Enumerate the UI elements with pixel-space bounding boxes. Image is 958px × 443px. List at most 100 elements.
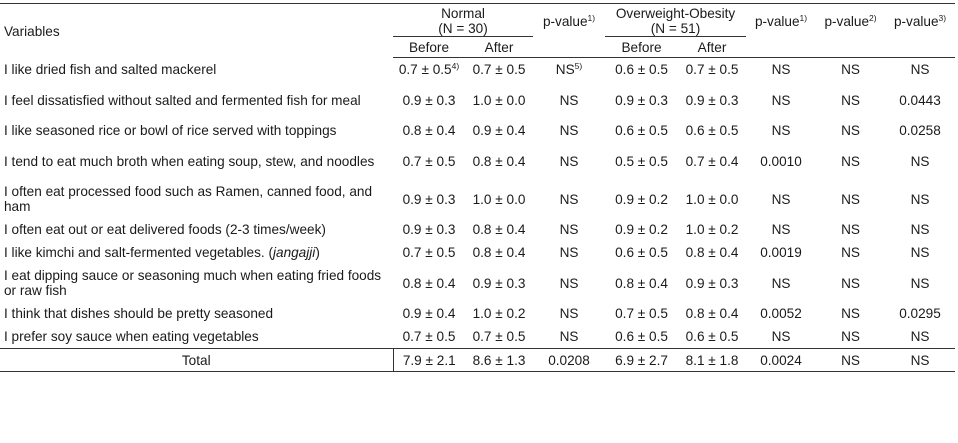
cell-obese-before: 0.5 ± 0.5 bbox=[615, 153, 668, 169]
cell-pvalue3: NS bbox=[910, 62, 930, 77]
total-normal-after: 8.6 ± 1.3 bbox=[465, 348, 534, 372]
row-label: I like seasoned rice or bowl of rice ser… bbox=[4, 123, 337, 138]
total-pvalue2: NS bbox=[816, 348, 886, 372]
cell-pvalue1: NS bbox=[771, 191, 791, 207]
table-row: I like seasoned rice or bowl of rice ser… bbox=[0, 119, 955, 142]
cell-obese-after: 0.7 ± 0.5 bbox=[685, 62, 739, 77]
cell-pvalue2: NS bbox=[841, 153, 860, 169]
table-container: Variables Normal (N = 30) p-value1) Over… bbox=[0, 3, 956, 372]
cell-pvalue-normal: NS bbox=[559, 306, 579, 321]
cell-normal-after: 0.7 ± 0.5 bbox=[472, 62, 526, 77]
normal-n-label: (N = 30) bbox=[438, 21, 488, 36]
cell-normal-before: 0.8 ± 0.4 bbox=[402, 123, 456, 138]
row-label: I often eat out or eat delivered foods (… bbox=[4, 222, 326, 237]
row-label: I prefer soy sauce when eating vegetable… bbox=[4, 329, 259, 344]
cell-pvalue2: NS bbox=[841, 306, 860, 321]
header-obese-before: Before bbox=[605, 36, 679, 58]
cell-normal-after: 0.8 ± 0.4 bbox=[472, 245, 526, 260]
header-obese-after: After bbox=[678, 36, 747, 58]
cell-obese-before: 0.6 ± 0.5 bbox=[615, 123, 668, 138]
cell-normal-before: 0.7 ± 0.5 bbox=[402, 245, 456, 260]
obese-group-label: Overweight-Obesity bbox=[615, 6, 736, 21]
cell-normal-after: 0.9 ± 0.4 bbox=[472, 123, 526, 138]
cell-pvalue2: NS bbox=[841, 123, 860, 138]
cell-pvalue-normal: NS bbox=[559, 123, 579, 138]
total-normal-before: 7.9 ± 2.1 bbox=[392, 348, 465, 372]
total-obese-after: 8.1 ± 1.8 bbox=[678, 348, 747, 372]
header-normal: Normal (N = 30) bbox=[393, 3, 534, 37]
cell-pvalue3: NS bbox=[910, 153, 930, 169]
cell-pvalue-normal: NS bbox=[559, 245, 579, 260]
total-obese-before: 6.9 ± 2.7 bbox=[605, 348, 679, 372]
cell-pvalue2: NS bbox=[841, 92, 860, 108]
cell-obese-after: 0.9 ± 0.3 bbox=[685, 92, 739, 108]
row-label: I eat dipping sauce or seasoning much wh… bbox=[4, 268, 382, 298]
cell-pvalue1: NS bbox=[771, 275, 791, 291]
cell-pvalue-normal: NS bbox=[559, 222, 579, 237]
table-row: I often eat out or eat delivered foods (… bbox=[0, 218, 955, 241]
cell-pvalue2: NS bbox=[841, 62, 860, 77]
table-row: I like dried fish and salted mackerel 0.… bbox=[0, 58, 955, 82]
total-pvalue3: NS bbox=[885, 348, 956, 372]
cell-obese-before: 0.6 ± 0.5 bbox=[615, 245, 668, 260]
cell-obese-after: 1.0 ± 0.0 bbox=[685, 191, 739, 207]
total-pvalue1: 0.0024 bbox=[746, 348, 817, 372]
cell-pvalue1: 0.0019 bbox=[760, 245, 802, 260]
table-row: I think that dishes should be pretty sea… bbox=[0, 302, 955, 325]
cell-pvalue2: NS bbox=[841, 222, 860, 237]
cell-normal-after: 0.7 ± 0.5 bbox=[472, 329, 526, 344]
header-pvalue2: p-value2) bbox=[816, 3, 886, 37]
cell-pvalue-normal: NS5) bbox=[555, 61, 583, 77]
cell-obese-before: 0.8 ± 0.4 bbox=[615, 275, 668, 291]
cell-obese-after: 0.6 ± 0.5 bbox=[685, 329, 739, 344]
cell-normal-after: 0.8 ± 0.4 bbox=[472, 153, 526, 169]
cell-pvalue2: NS bbox=[841, 191, 860, 207]
cell-pvalue2: NS bbox=[841, 275, 860, 291]
row-label: I tend to eat much broth when eating sou… bbox=[4, 153, 375, 169]
header-normal-before: Before bbox=[393, 36, 465, 58]
cell-obese-after: 0.6 ± 0.5 bbox=[685, 123, 739, 138]
row-label: I like kimchi and salt-fermented vegetab… bbox=[4, 245, 320, 260]
cell-pvalue3: 0.0443 bbox=[899, 92, 941, 108]
cell-pvalue1: 0.0052 bbox=[760, 306, 802, 321]
cell-normal-after: 0.9 ± 0.3 bbox=[472, 275, 526, 291]
header-spacer bbox=[746, 36, 817, 58]
header-pvalue1: p-value1) bbox=[746, 3, 817, 37]
cell-pvalue3: NS bbox=[910, 329, 930, 344]
row-label: I think that dishes should be pretty sea… bbox=[4, 306, 274, 321]
cell-pvalue1: 0.0010 bbox=[760, 153, 802, 169]
total-row: Total 7.9 ± 2.1 8.6 ± 1.3 0.0208 6.9 ± 2… bbox=[0, 348, 956, 372]
header-spacer bbox=[533, 36, 606, 58]
cell-normal-before: 0.8 ± 0.4 bbox=[402, 275, 456, 291]
data-table: Variables Normal (N = 30) p-value1) Over… bbox=[0, 3, 956, 372]
total-pvalue-normal: 0.0208 bbox=[533, 348, 606, 372]
cell-normal-before: 0.7 ± 0.5 bbox=[402, 329, 456, 344]
cell-obese-before: 0.9 ± 0.2 bbox=[615, 222, 668, 237]
cell-normal-after: 1.0 ± 0.2 bbox=[472, 306, 526, 321]
header-normal-after: After bbox=[465, 36, 534, 58]
cell-pvalue1: NS bbox=[771, 123, 791, 138]
cell-pvalue-normal: NS bbox=[559, 329, 579, 344]
header-spacer bbox=[885, 36, 956, 58]
header-pvalue-normal: p-value1) bbox=[533, 3, 606, 37]
cell-normal-before: 0.9 ± 0.4 bbox=[402, 306, 456, 321]
cell-pvalue-normal: NS bbox=[559, 191, 579, 207]
header-variables: Variables bbox=[0, 3, 393, 58]
cell-pvalue3: NS bbox=[910, 222, 930, 237]
cell-pvalue1: NS bbox=[771, 92, 791, 108]
cell-normal-before: 0.9 ± 0.3 bbox=[402, 92, 456, 108]
cell-obese-after: 1.0 ± 0.2 bbox=[685, 222, 739, 237]
cell-normal-before: 0.9 ± 0.3 bbox=[402, 222, 456, 237]
row-label: I feel dissatisfied without salted and f… bbox=[4, 92, 361, 108]
cell-obese-before: 0.6 ± 0.5 bbox=[615, 62, 668, 77]
table-row: I like kimchi and salt-fermented vegetab… bbox=[0, 241, 955, 264]
cell-pvalue2: NS bbox=[841, 329, 860, 344]
table-row: I prefer soy sauce when eating vegetable… bbox=[0, 325, 955, 349]
cell-pvalue3: 0.0295 bbox=[899, 306, 941, 321]
cell-pvalue1: NS bbox=[771, 222, 791, 237]
cell-obese-after: 0.7 ± 0.4 bbox=[685, 153, 739, 169]
cell-pvalue1: NS bbox=[771, 329, 791, 344]
cell-obese-before: 0.6 ± 0.5 bbox=[615, 329, 668, 344]
row-label: I often eat processed food such as Ramen… bbox=[4, 184, 373, 214]
cell-normal-after: 1.0 ± 0.0 bbox=[472, 92, 526, 108]
